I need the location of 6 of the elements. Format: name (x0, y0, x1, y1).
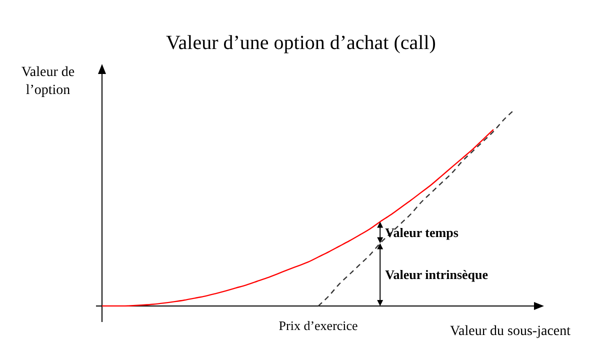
y-axis-title: Valeur de l’option (20, 64, 76, 100)
chart-title: Valeur d’une option d’achat (call) (165, 32, 437, 55)
annotation: Valeur intrinsèque (385, 266, 488, 283)
x-axis-title: Valeur du sous-jacent (450, 324, 571, 340)
annotation: Valeur temps (385, 224, 458, 240)
text: Prix d’exercice (278, 318, 358, 334)
